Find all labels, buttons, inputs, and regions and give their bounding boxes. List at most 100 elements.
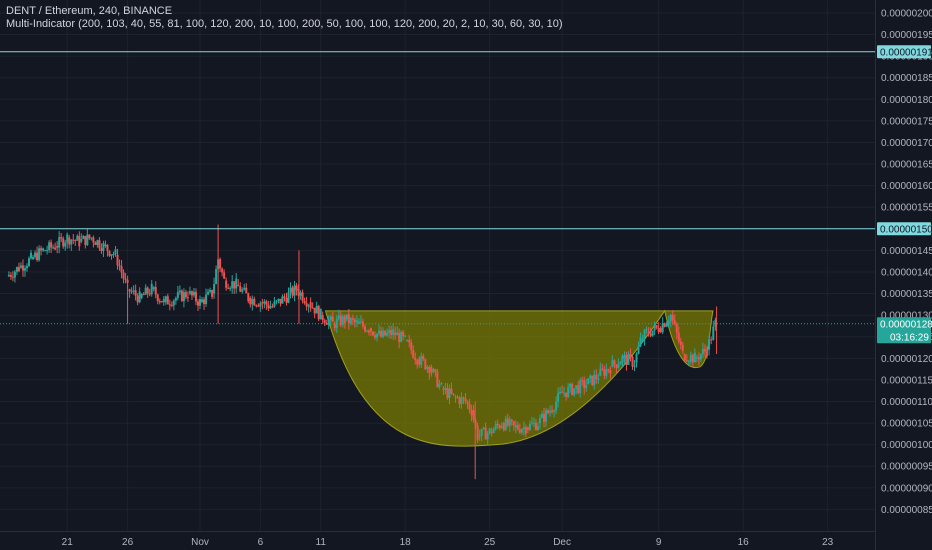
candle-body <box>124 278 127 280</box>
candle-body <box>50 242 53 248</box>
candle-body <box>557 392 560 402</box>
y-tick-label: 0.00000115 <box>881 375 932 386</box>
candle-body <box>345 314 348 320</box>
candle-body <box>697 357 700 360</box>
candle-body <box>392 329 395 336</box>
candle-body <box>637 346 640 354</box>
y-tick-label: 0.00000085 <box>881 505 932 516</box>
y-tick-label: 0.00000155 <box>881 203 932 214</box>
candle-body <box>683 354 686 361</box>
candle-body <box>172 300 175 306</box>
candle-body <box>400 331 403 342</box>
candle-body <box>76 235 79 241</box>
candle-body <box>207 291 210 295</box>
candle-body <box>30 252 33 259</box>
candle-body <box>460 397 463 404</box>
candle-body <box>52 247 55 249</box>
candle-body <box>263 301 266 304</box>
candle-body <box>540 413 543 418</box>
candle-body <box>9 274 12 277</box>
candle-body <box>426 366 429 369</box>
candle-body <box>188 291 191 294</box>
candle-body <box>625 355 628 365</box>
candle-body <box>701 349 704 355</box>
candle-body <box>78 235 81 247</box>
candle-body <box>693 352 696 363</box>
x-tick-label: 11 <box>316 537 327 548</box>
candle-body <box>456 396 459 398</box>
y-tick-label: 0.00000160 <box>881 181 932 192</box>
candle-body <box>613 360 616 365</box>
candle-body <box>253 298 256 306</box>
candle-body <box>462 397 465 399</box>
candle-body <box>482 427 485 429</box>
x-tick-label: 16 <box>738 537 750 548</box>
level-price-tag <box>877 222 931 236</box>
candle-body <box>410 342 413 351</box>
candle-body <box>617 364 620 368</box>
candle-body <box>639 337 642 347</box>
candle-body <box>545 410 548 422</box>
candle-body <box>19 265 22 268</box>
candle-body <box>579 380 582 393</box>
candle-body <box>651 330 654 336</box>
candle-body <box>448 388 451 399</box>
candle-body <box>685 360 688 362</box>
candle-body <box>269 306 272 309</box>
candle-body <box>243 287 246 290</box>
x-tick-label: Nov <box>191 537 209 548</box>
y-tick-label: 0.00000130 <box>881 311 932 322</box>
candle-body <box>283 296 286 298</box>
candle-body <box>669 314 672 322</box>
candle-body <box>130 291 133 293</box>
candle-body <box>398 332 401 342</box>
candle-body <box>301 292 304 302</box>
candle-body <box>442 388 445 390</box>
candle-body <box>120 266 123 273</box>
candle-body <box>54 247 57 250</box>
candle-body <box>673 320 676 324</box>
cup-and-handle-pattern <box>324 309 714 447</box>
candle-body <box>170 304 173 306</box>
candle-body <box>66 234 69 243</box>
level-price-tag-text: 0.00000150 <box>880 224 932 235</box>
candle-body <box>255 305 258 307</box>
candle-body <box>70 239 73 245</box>
candle-body <box>80 238 83 242</box>
candle-body <box>329 316 332 321</box>
candle-body <box>484 427 487 440</box>
candle-body <box>500 426 503 428</box>
candle-body <box>241 289 244 292</box>
candle-body <box>464 398 467 402</box>
candle-body <box>186 297 189 299</box>
candle-body <box>285 297 288 303</box>
candle-body <box>530 423 533 425</box>
last-price-tag <box>877 317 931 344</box>
candle-body <box>331 316 334 322</box>
x-tick-label: Dec <box>553 537 571 548</box>
candle-body <box>591 375 594 386</box>
price-axis[interactable] <box>875 0 932 550</box>
candle-body <box>92 237 95 243</box>
candle-body <box>239 286 242 292</box>
candle-body <box>116 254 119 266</box>
candle-body <box>621 356 624 363</box>
candle-body <box>199 299 201 306</box>
candle-body <box>42 248 45 251</box>
y-tick-label: 0.00000100 <box>881 440 932 451</box>
x-tick-label: 23 <box>822 537 834 548</box>
candle-body <box>524 427 527 434</box>
candle-body <box>367 330 370 333</box>
chart-title: DENT / Ethereum, 240, BINANCE <box>6 5 173 17</box>
candle-body <box>273 301 276 307</box>
candle-body <box>233 281 236 289</box>
time-axis[interactable] <box>0 531 875 550</box>
candle-body <box>58 237 61 248</box>
candle-body <box>601 368 604 370</box>
candle-body <box>225 280 228 288</box>
plot-area[interactable] <box>0 0 875 531</box>
candle-body <box>337 315 340 319</box>
candle-body <box>593 374 596 386</box>
